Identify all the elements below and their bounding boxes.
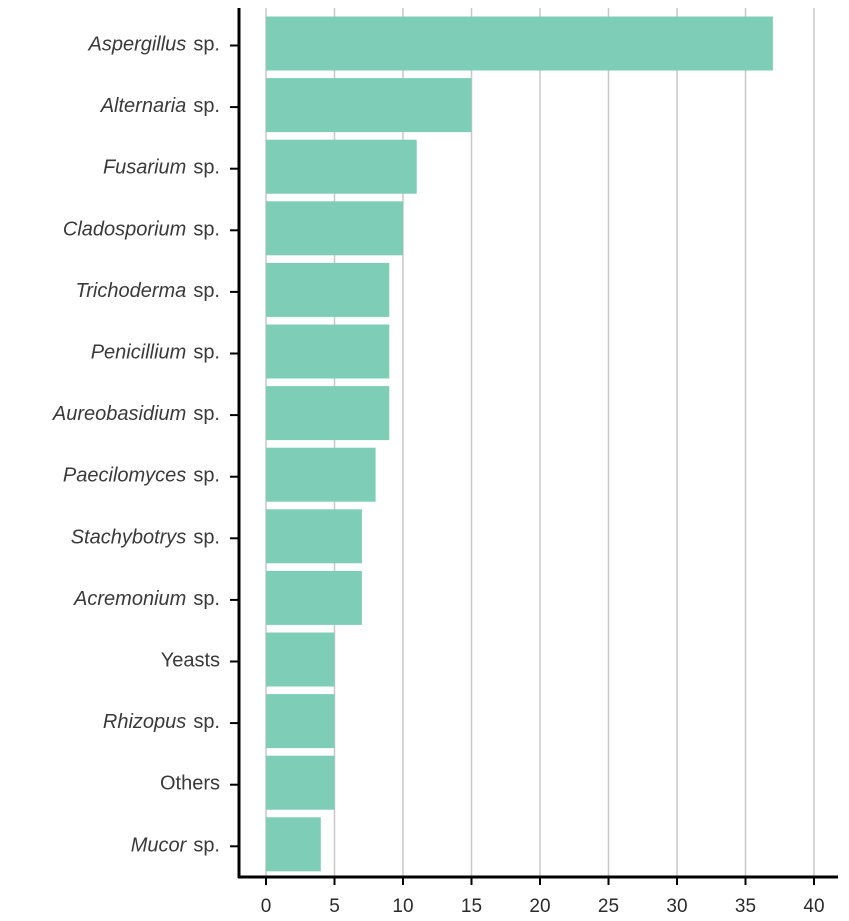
category-genus: Stachybotrys bbox=[71, 526, 187, 548]
category-suffix: Others bbox=[160, 773, 220, 795]
category-label: Fusarium sp. bbox=[103, 157, 220, 179]
category-suffix: sp. bbox=[193, 834, 220, 856]
category-genus: Mucor bbox=[131, 834, 188, 856]
x-tick-label: 40 bbox=[803, 896, 824, 917]
category-label: Cladosporium sp. bbox=[63, 218, 220, 240]
bar bbox=[266, 447, 376, 502]
category-suffix: sp. bbox=[193, 711, 220, 733]
bar bbox=[266, 509, 362, 564]
category-label: Stachybotrys sp. bbox=[71, 526, 220, 548]
bar bbox=[266, 139, 417, 194]
category-genus: Aureobasidium bbox=[52, 403, 186, 425]
category-label: Paecilomyces sp. bbox=[63, 465, 220, 487]
category-suffix: sp. bbox=[193, 588, 220, 610]
x-tick-label: 20 bbox=[529, 896, 550, 917]
category-genus: Aspergillus bbox=[87, 34, 186, 56]
category-suffix: sp. bbox=[193, 34, 220, 56]
bar bbox=[266, 694, 335, 749]
category-genus: Rhizopus bbox=[103, 711, 186, 733]
category-suffix: sp. bbox=[193, 465, 220, 487]
category-genus: Alternaria bbox=[100, 95, 187, 117]
x-tick-label: 15 bbox=[461, 896, 482, 917]
category-label: Alternaria sp. bbox=[100, 95, 220, 117]
category-genus: Cladosporium bbox=[63, 218, 186, 240]
bar bbox=[266, 817, 321, 872]
category-suffix: sp. bbox=[193, 218, 220, 240]
x-tick-label: 35 bbox=[735, 896, 756, 917]
bar bbox=[266, 632, 335, 687]
bar bbox=[266, 570, 362, 625]
x-tick-label: 0 bbox=[261, 896, 272, 917]
category-suffix: sp. bbox=[193, 526, 220, 548]
category-suffix: Yeasts bbox=[161, 650, 220, 672]
category-suffix: sp. bbox=[193, 157, 220, 179]
category-label: Trichoderma sp. bbox=[76, 280, 220, 302]
category-genus: Acremonium bbox=[73, 588, 186, 610]
category-genus: Paecilomyces bbox=[63, 465, 186, 487]
category-label: Aureobasidium sp. bbox=[52, 403, 220, 425]
category-suffix: sp. bbox=[193, 342, 220, 364]
bar bbox=[266, 201, 403, 256]
category-genus: Fusarium bbox=[103, 157, 186, 179]
x-tick-label: 5 bbox=[329, 896, 340, 917]
bar bbox=[266, 386, 390, 441]
category-label: Yeasts bbox=[161, 650, 220, 672]
category-label: Others bbox=[160, 773, 220, 795]
axes bbox=[230, 8, 838, 885]
bar bbox=[266, 755, 335, 810]
bars bbox=[266, 16, 773, 872]
category-genus: Trichoderma bbox=[76, 280, 187, 302]
category-suffix: sp. bbox=[193, 403, 220, 425]
category-label: Aspergillus sp. bbox=[87, 34, 220, 56]
category-label: Rhizopus sp. bbox=[103, 711, 220, 733]
category-label: Penicillium sp. bbox=[91, 342, 220, 364]
bar bbox=[266, 324, 390, 379]
x-tick-label: 25 bbox=[598, 896, 619, 917]
x-tick-label: 30 bbox=[666, 896, 687, 917]
bar bbox=[266, 262, 390, 317]
gridlines bbox=[265, 8, 815, 877]
bar bbox=[266, 16, 773, 71]
x-tick-label: 10 bbox=[392, 896, 413, 917]
category-suffix: sp. bbox=[193, 280, 220, 302]
category-suffix: sp. bbox=[193, 95, 220, 117]
category-label: Acremonium sp. bbox=[73, 588, 220, 610]
category-genus: Penicillium bbox=[91, 342, 187, 364]
bar bbox=[266, 78, 472, 133]
category-label: Mucor sp. bbox=[131, 834, 220, 856]
